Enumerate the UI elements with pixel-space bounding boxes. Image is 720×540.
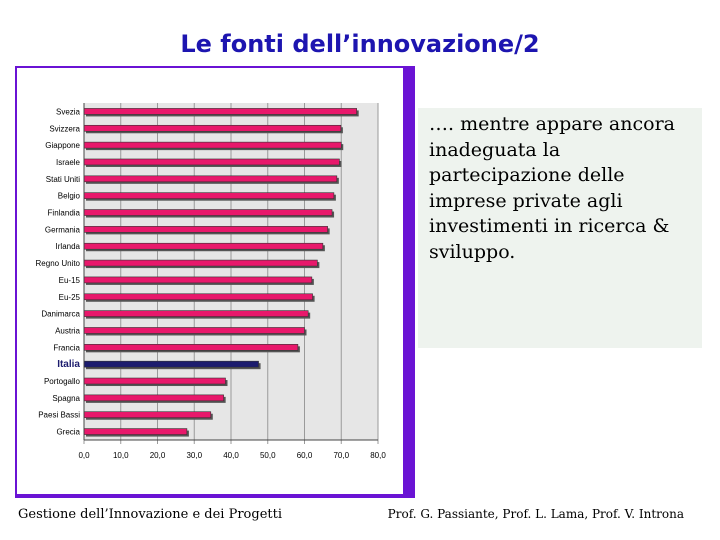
bar-grecia [83, 428, 188, 435]
bar-italia [83, 360, 259, 368]
side-text: …. mentre appare ancora inadeguata la pa… [429, 113, 675, 263]
category-label: Danimarca [41, 310, 80, 319]
category-label: Eu-15 [59, 276, 81, 285]
bar-belgio [83, 192, 335, 199]
bar-finlandia [83, 209, 333, 216]
side-textbox: …. mentre appare ancora inadeguata la pa… [418, 108, 702, 348]
category-label: Finlandia [48, 209, 81, 218]
slide-title: Le fonti dell’innovazione/2 [180, 30, 540, 58]
bar-israele [83, 158, 340, 166]
x-tick-label: 0,0 [78, 451, 90, 460]
bar-paesi-bassi [83, 411, 212, 419]
category-label: Belgio [58, 192, 81, 201]
bar-austria [83, 327, 305, 334]
category-label: Spagna [52, 394, 80, 403]
category-label: Francia [53, 343, 80, 352]
x-tick-label: 30,0 [186, 451, 202, 460]
bar-spagna [83, 394, 224, 402]
x-tick-label: 60,0 [297, 451, 313, 460]
x-tick-label: 20,0 [150, 451, 166, 460]
bar-eu-25 [83, 293, 313, 301]
bar-portogallo [83, 377, 226, 385]
category-label: Svezia [56, 107, 81, 116]
category-label: Italia [57, 359, 80, 370]
bar-chart: Svezia Svizzera Giappone Israele Stati Uniti… [36, 103, 386, 460]
bar-irlanda [83, 242, 324, 250]
footer-authors: Prof. G. Passiante, Prof. L. Lama, Prof.… [387, 507, 684, 521]
bar-eu-15 [83, 276, 313, 284]
bar-danimarca [83, 310, 309, 317]
category-label: Grecia [56, 428, 80, 437]
x-tick-label: 50,0 [260, 451, 276, 460]
category-label: Regno Unito [36, 259, 81, 268]
category-label: Giappone [45, 141, 80, 150]
x-tick-label: 10,0 [113, 451, 129, 460]
x-tick-label: 80,0 [370, 451, 386, 460]
category-label: Stati Uniti [46, 175, 80, 184]
x-tick-label: 70,0 [333, 451, 349, 460]
category-label: Irlanda [56, 242, 81, 251]
bar-svezia [83, 108, 357, 115]
category-label: Austria [55, 326, 80, 335]
bar-giappone [83, 141, 342, 149]
category-label: Eu-25 [59, 293, 81, 302]
footer-course: Gestione dell’Innovazione e dei Progetti [18, 507, 282, 522]
category-label: Portogallo [44, 377, 81, 386]
bar-stati-uniti [83, 175, 338, 183]
category-label: Israele [56, 158, 81, 167]
category-label: Paesi Bassi [38, 411, 80, 420]
x-tick-label: 40,0 [223, 451, 239, 460]
bar-germania [83, 226, 328, 233]
bar-svizzera [83, 124, 342, 132]
category-label: Svizzera [49, 124, 80, 133]
category-label: Germania [45, 225, 81, 234]
bar-regno-unito [83, 259, 318, 267]
bar-francia [83, 344, 299, 351]
